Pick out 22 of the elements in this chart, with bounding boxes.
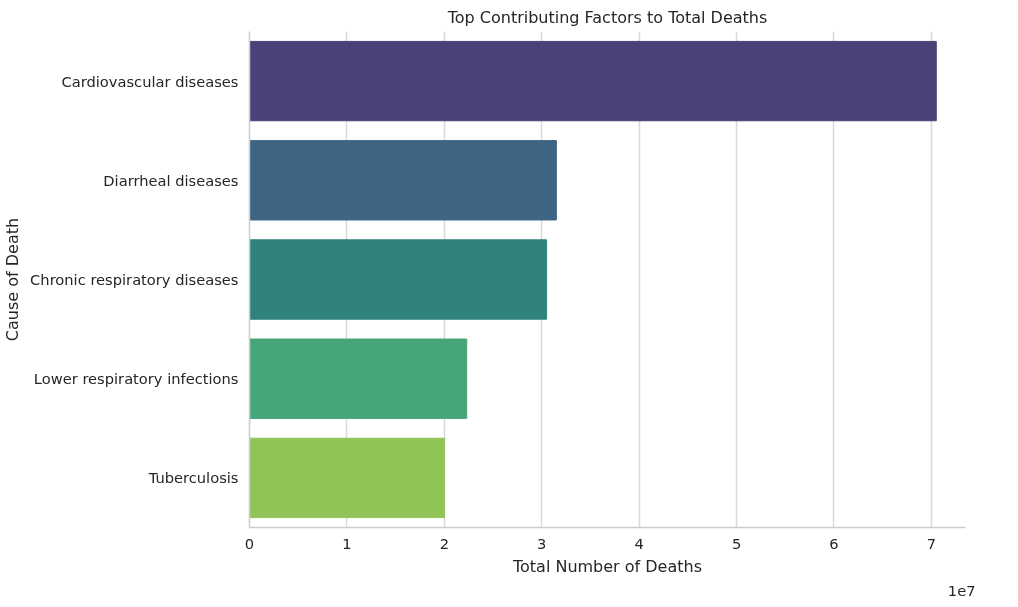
x-tick-label: 0 (244, 534, 255, 552)
bar (249, 338, 468, 419)
x-tick-label: 1 (342, 534, 352, 552)
x-tick-label: 4 (634, 534, 644, 552)
x-tick-label: 7 (926, 534, 937, 552)
text: 1e7 (947, 581, 976, 599)
x-axis-title: Total Number of Deaths (511, 556, 703, 576)
bar (249, 140, 557, 221)
y-tick-label: Diarrheal diseases (103, 171, 239, 189)
y-axis-title: Cause of Death (3, 217, 23, 342)
x-tick-label: 6 (829, 534, 839, 552)
x-tick-label: 5 (731, 534, 742, 552)
bar (249, 437, 445, 519)
y-tick-label: Tuberculosis (147, 469, 239, 487)
y-tick-label: Lower respiratory infections (33, 370, 239, 388)
x-tick-label: 3 (537, 534, 547, 552)
y-tick-label: Chronic respiratory diseases (30, 271, 239, 288)
x-tick-label: 2 (439, 534, 449, 552)
bar (249, 239, 548, 320)
y-tick-label: Cardiovascular diseases (61, 72, 239, 90)
chart-title: Top Contributing Factors to Total Deaths (446, 7, 768, 27)
bar (249, 40, 937, 122)
